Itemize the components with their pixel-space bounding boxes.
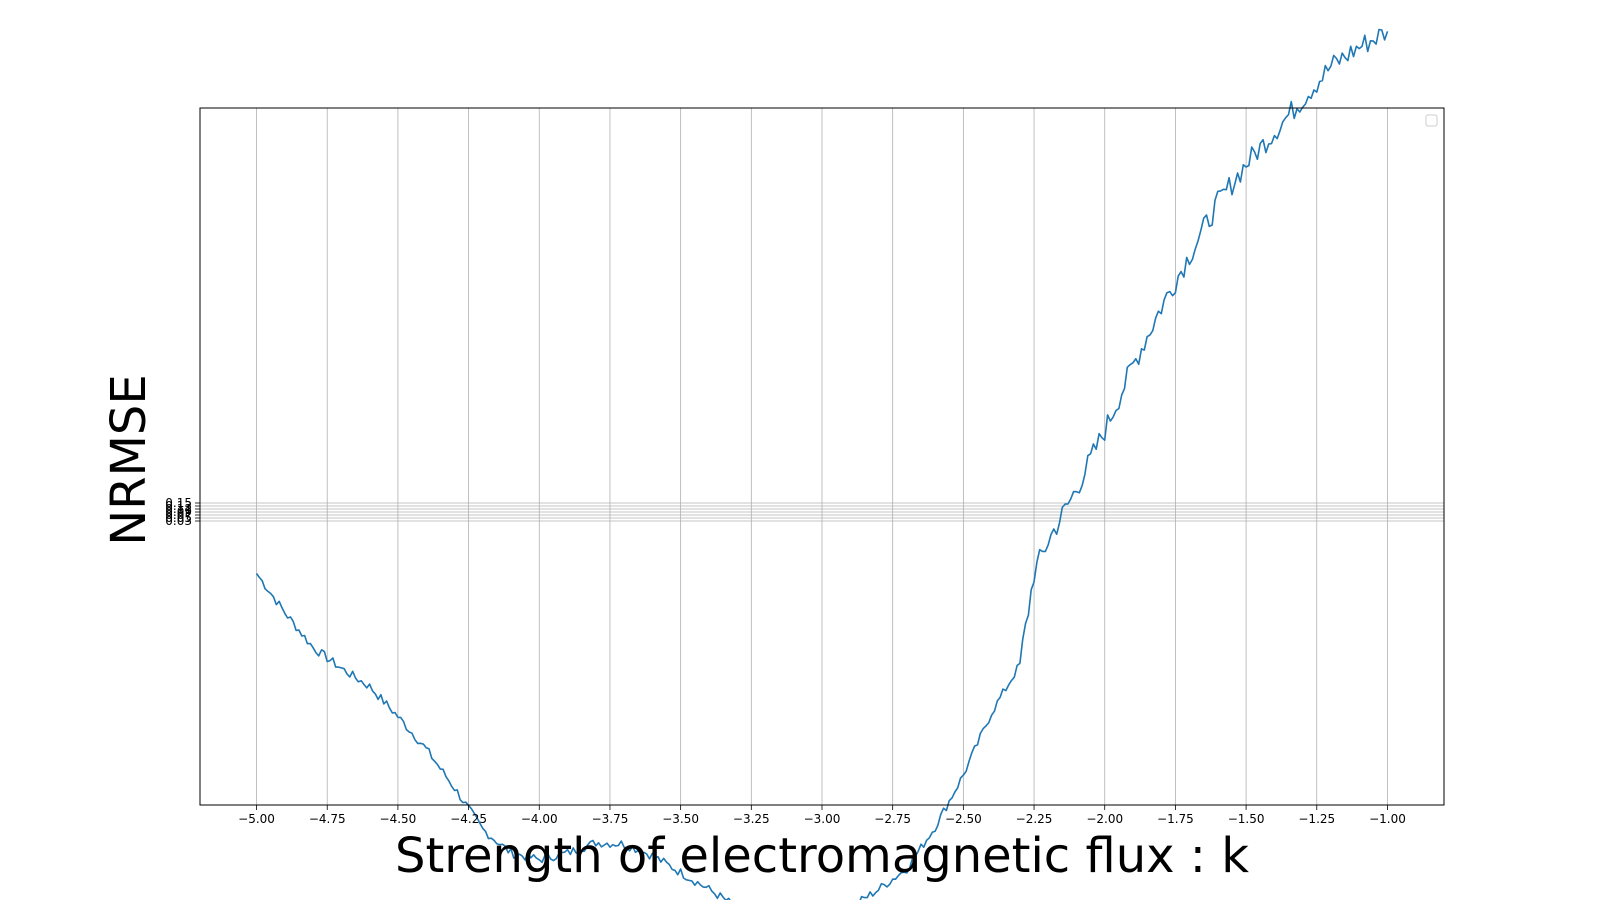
x-tick-label: −1.00 (1369, 812, 1406, 826)
y-tick-label: 0.15 (165, 496, 192, 510)
y-tick-label: 0.13 (165, 499, 192, 513)
y-tick-label: 0.11 (165, 502, 192, 516)
y-tick-label: 0.03 (165, 514, 192, 528)
x-tick-label: −2.75 (874, 812, 911, 826)
y-tick-label: 0.07 (165, 508, 192, 522)
x-ticks: −5.00 −4.75 −4.50 −4.25 −4.00 −3.75 −3.50 −3.25… (238, 805, 1406, 826)
y-tick-label: 0.09 (165, 505, 192, 519)
x-tick-label: −3.75 (592, 812, 629, 826)
y-axis-label: NRMSE (101, 374, 157, 545)
x-tick-label: −2.25 (1016, 812, 1053, 826)
x-tick-label: −1.25 (1298, 812, 1335, 826)
x-tick-label: −5.00 (238, 812, 275, 826)
x-tick-label: −3.50 (662, 812, 699, 826)
x-tick-label: −3.00 (804, 812, 841, 826)
y-ticks: 0.150.130.110.090.070.050.03 (165, 496, 200, 528)
x-tick-label: −2.00 (1086, 812, 1123, 826)
x-tick-label: −4.50 (380, 812, 417, 826)
y-gridline-cluster (200, 502, 1444, 522)
x-axis-label: Strength of electromagnetic flux : k (395, 828, 1249, 884)
y-tick-label: 0.05 (165, 511, 192, 525)
x-tick-label: −3.25 (733, 812, 770, 826)
nrmse-series-line (255, 28, 1389, 900)
x-tick-label: −4.00 (521, 812, 558, 826)
x-tick-label: −1.75 (1157, 812, 1194, 826)
series-layer (255, 28, 1389, 900)
x-tick-label: −4.25 (450, 812, 487, 826)
x-tick-label: −1.50 (1228, 812, 1265, 826)
x-tick-label: −4.75 (309, 812, 346, 826)
x-tick-label: −2.50 (945, 812, 982, 826)
legend-box (1425, 114, 1438, 127)
grid-lines (256, 108, 1388, 805)
